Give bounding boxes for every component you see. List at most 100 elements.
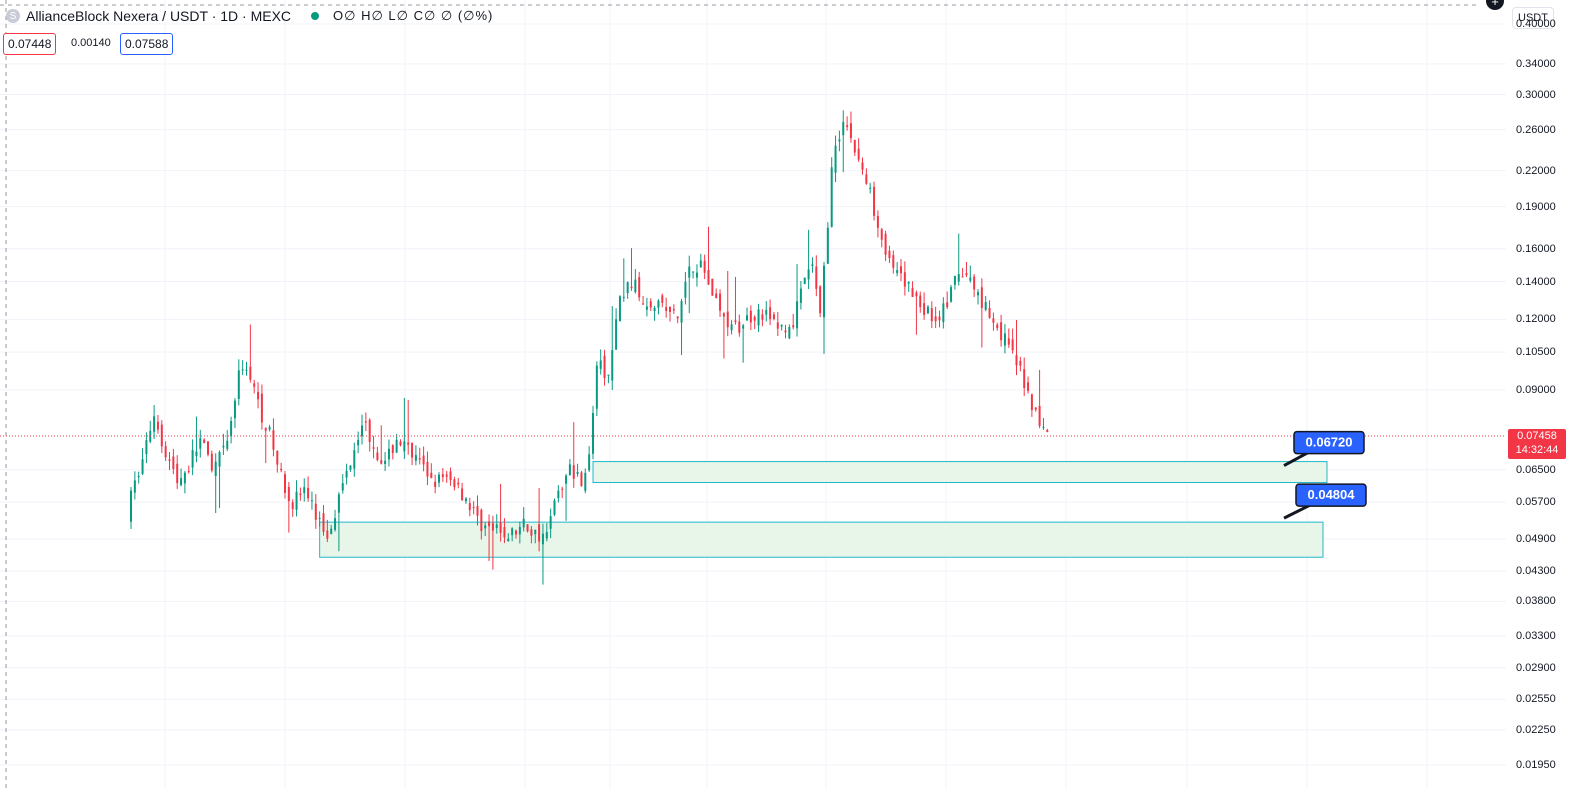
price-axis[interactable]: USDT 0.40000 0.34000 0.30000 0.26000 0.22000… (1506, 0, 1594, 789)
chart-pane[interactable]: 0.06720 0.04804 S AllianceBlock Nexera / … (0, 0, 1506, 789)
candle-body (572, 465, 575, 479)
candle-body (707, 269, 710, 285)
candle-body (538, 524, 541, 542)
candle-body (576, 471, 579, 474)
candle-body (923, 303, 926, 315)
candle-body (665, 307, 668, 311)
candle-body (515, 530, 517, 535)
candle-body (1007, 338, 1010, 345)
candle-body (780, 324, 783, 327)
candle-body (584, 472, 587, 491)
candle-body (788, 326, 791, 339)
candle-body (903, 272, 906, 287)
symbol-title[interactable]: AllianceBlock Nexera / USDT · 1D · MEXC (26, 8, 292, 24)
candle-body (580, 472, 583, 487)
candle-body (634, 279, 637, 293)
price-tick-label: 0.19000 (1516, 200, 1556, 213)
candle-body (491, 523, 494, 531)
candle-body (414, 455, 417, 461)
candle-body (819, 286, 822, 314)
price-chart[interactable]: 0.06720 0.04804 (0, 0, 1506, 789)
candle-body (738, 321, 741, 333)
candle-body (915, 292, 918, 297)
candle-body (372, 447, 375, 449)
price-tick-label: 0.12000 (1516, 313, 1556, 326)
candle-body (422, 455, 425, 465)
price-tick-label: 0.05700 (1516, 495, 1556, 508)
candle-body (734, 320, 737, 323)
candle-body (534, 529, 537, 535)
candle-body (553, 500, 556, 515)
sell-price-box[interactable]: 0.07448 (3, 33, 57, 55)
add-plus-icon[interactable]: + (1486, 0, 1504, 10)
candle-body (588, 454, 591, 471)
candle-body (984, 301, 987, 310)
candle-body (472, 507, 475, 509)
candle-body (865, 174, 868, 184)
candle-body (353, 450, 356, 469)
candle-body (796, 301, 799, 329)
candle-body (823, 265, 825, 318)
candle-body (330, 528, 333, 535)
candle-body (688, 266, 691, 278)
candle-body (772, 314, 775, 319)
price-tick-label: 0.09000 (1516, 383, 1556, 396)
candle-body (953, 275, 956, 285)
candle-body (257, 392, 260, 400)
candle-body (488, 521, 491, 527)
candle-body (957, 274, 960, 282)
candle-body (249, 366, 252, 380)
candle-body (1030, 394, 1033, 411)
candle-body (1046, 429, 1049, 432)
candle-body (445, 474, 448, 477)
candle-body (900, 266, 902, 274)
currency-unit-button[interactable]: USDT (1512, 7, 1554, 29)
candle-body (441, 474, 444, 478)
candle-body (649, 301, 652, 308)
candle-body (815, 266, 818, 289)
price-tick-label: 0.16000 (1516, 242, 1556, 255)
candle-body (988, 307, 991, 318)
candle-body (622, 296, 625, 298)
ohlc-values: O∅ H∅ L∅ C∅ ∅ (∅%) (333, 8, 494, 23)
candle-body (615, 319, 618, 350)
candle-body (310, 500, 313, 502)
candle-body (168, 459, 171, 461)
candle-body (484, 525, 487, 529)
candle-body (699, 260, 702, 268)
candle-body (545, 532, 548, 539)
candle-body (380, 460, 383, 464)
candle-body (207, 441, 209, 455)
symbol-logo-icon: S (6, 9, 20, 23)
price-tick-label: 0.01950 (1516, 759, 1556, 772)
candle-body (557, 490, 560, 499)
candle-body (287, 486, 290, 502)
candle-body (345, 470, 348, 478)
candle-body (326, 530, 329, 539)
candle-body (407, 442, 410, 445)
candle-body (746, 315, 748, 321)
candle-body (180, 478, 183, 486)
candle-body (241, 369, 244, 371)
candle-body (403, 441, 406, 452)
candle-body (638, 277, 641, 298)
candle-body (457, 482, 460, 485)
candle-body (499, 522, 502, 533)
candle-body (203, 439, 206, 444)
spread-box: 0.00140 (67, 33, 115, 53)
candle-body (376, 452, 379, 460)
buy-price-box[interactable]: 0.07588 (120, 33, 174, 55)
candle-body (776, 322, 779, 329)
candle-body (969, 277, 972, 281)
candle-body (826, 227, 829, 264)
candle-body (391, 445, 394, 453)
candle-body (992, 318, 995, 323)
candle-body (384, 460, 387, 465)
candle-body (1027, 382, 1030, 391)
candle-body (977, 291, 979, 296)
candle-body (603, 355, 606, 378)
candle-body (676, 316, 679, 319)
candle-body (565, 475, 568, 484)
candle-body (765, 309, 768, 315)
candle-body (253, 383, 256, 387)
